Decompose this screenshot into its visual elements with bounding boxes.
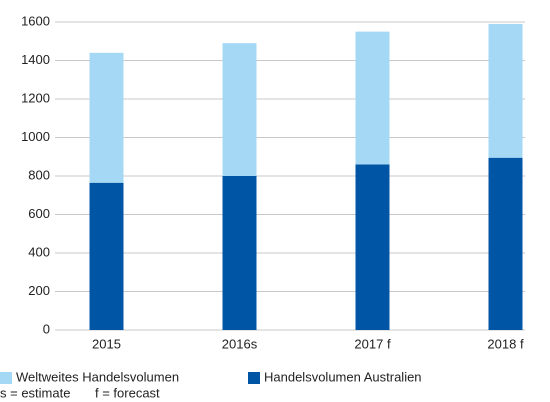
y-tick-label: 800 <box>28 167 50 182</box>
y-tick-label: 1600 <box>21 13 50 28</box>
bar-segment <box>488 157 523 330</box>
bar-segment <box>89 52 124 183</box>
legend-label: Handelsvolumen Australien <box>264 369 422 384</box>
y-tick-label: 600 <box>28 206 50 221</box>
legend-swatch <box>0 372 12 384</box>
bar-segment <box>355 164 390 330</box>
x-tick-label: 2015 <box>92 336 121 351</box>
x-tick-label: 2017 f <box>354 336 391 351</box>
bar-segment <box>89 182 124 330</box>
y-tick-label: 0 <box>43 321 50 336</box>
y-tick-label: 400 <box>28 244 50 259</box>
bar-segment <box>488 23 523 158</box>
y-tick-label: 1000 <box>21 129 50 144</box>
footnote: f = forecast <box>95 385 160 400</box>
legend-label: Weltweites Handelsvolumen <box>16 369 179 384</box>
x-tick-label: 2018 f <box>487 336 524 351</box>
y-tick-label: 1200 <box>21 90 50 105</box>
y-tick-label: 1400 <box>21 52 50 67</box>
legend-swatch <box>248 372 260 384</box>
bar-segment <box>222 43 257 176</box>
y-tick-label: 200 <box>28 283 50 298</box>
x-tick-label: 2016s <box>222 336 258 351</box>
bar-segment <box>355 31 390 165</box>
footnote: s = estimate <box>0 385 70 400</box>
bar-segment <box>222 176 257 330</box>
